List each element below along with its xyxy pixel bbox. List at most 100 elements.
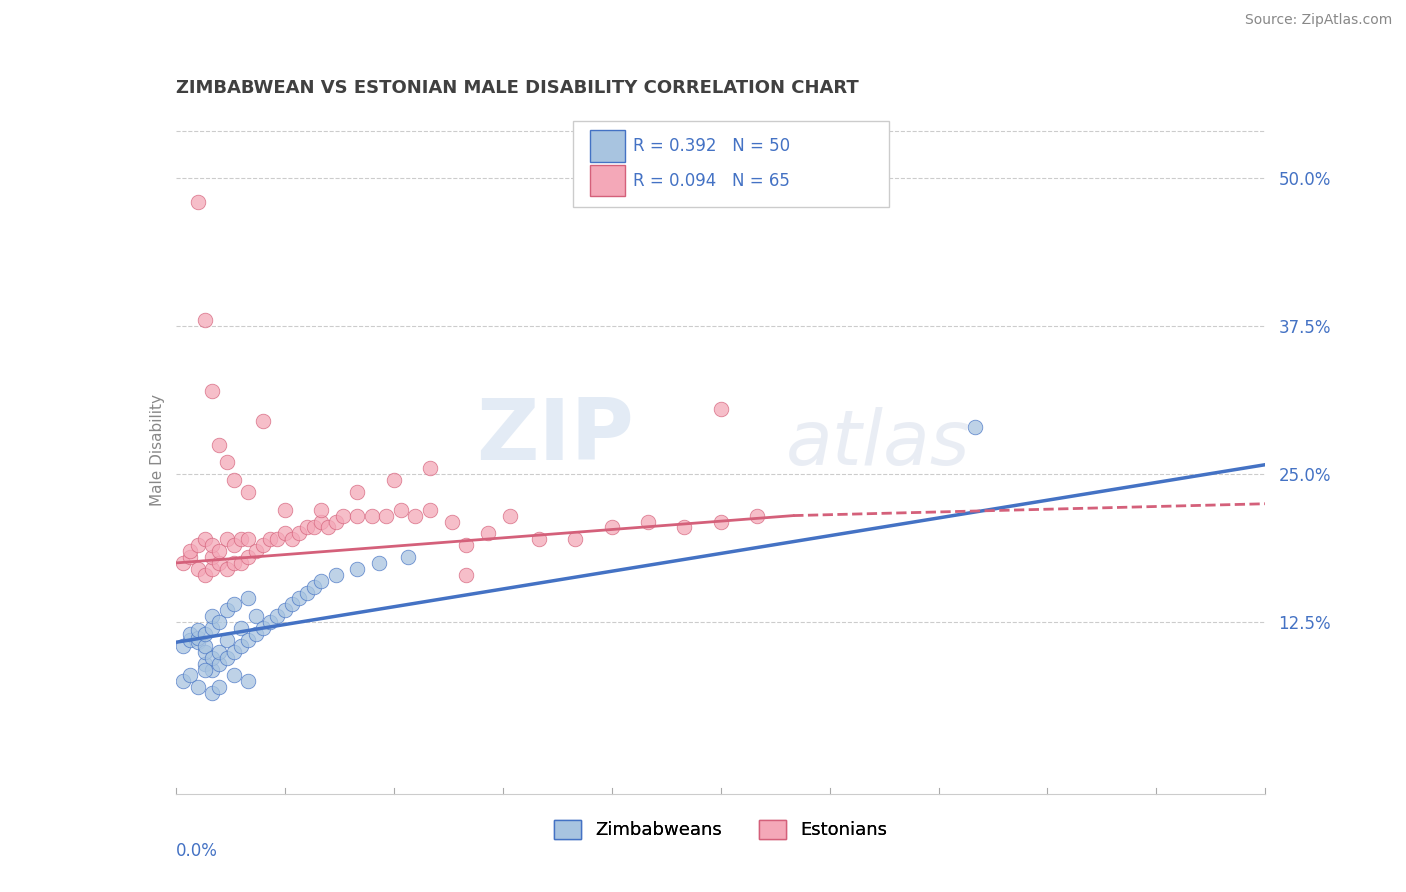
Point [346,484,368,499]
Point [238,632,260,647]
Point [215,603,238,617]
Point [302,520,325,534]
Point [179,549,201,564]
Point [346,508,368,523]
Point [201,663,224,677]
Point [477,526,499,541]
Point [252,621,274,635]
Point [186,631,209,645]
Point [172,639,194,653]
Point [231,533,253,547]
Point [231,556,253,570]
Point [309,574,332,588]
Point [172,556,194,570]
Point [325,515,347,529]
Point [259,533,281,547]
Point [194,657,217,671]
Point [238,533,260,547]
Point [208,437,231,451]
Point [325,567,347,582]
FancyBboxPatch shape [591,165,624,196]
Point [238,549,260,564]
Point [201,621,224,635]
Point [360,508,382,523]
Legend: Zimbabweans, Estonians: Zimbabweans, Estonians [547,813,894,847]
Point [208,657,231,671]
Point [194,645,217,659]
Point [375,508,398,523]
Point [186,194,209,209]
Point [245,627,267,641]
Point [215,455,238,469]
Point [215,632,238,647]
Point [201,538,224,552]
Point [281,533,304,547]
Point [222,645,245,659]
Text: R = 0.094   N = 65: R = 0.094 N = 65 [633,171,790,189]
Point [208,681,231,695]
Point [252,414,274,428]
Point [245,544,267,558]
Point [222,473,245,487]
Point [266,533,288,547]
Point [231,639,253,653]
Point [201,549,224,564]
Point [238,591,260,606]
Text: Source: ZipAtlas.com: Source: ZipAtlas.com [1244,13,1392,28]
Point [215,650,238,665]
Point [259,615,281,630]
Point [346,562,368,576]
Point [419,502,441,516]
Text: R = 0.392   N = 50: R = 0.392 N = 50 [633,137,790,155]
Point [396,549,419,564]
Point [186,681,209,695]
Point [440,515,463,529]
Point [194,567,217,582]
Point [194,627,217,641]
Point [179,632,201,647]
Point [222,556,245,570]
Point [309,515,332,529]
Point [564,533,586,547]
Point [208,556,231,570]
Point [238,674,260,689]
Point [222,598,245,612]
Point [201,650,224,665]
Point [222,668,245,682]
Point [600,520,623,534]
Point [710,515,733,529]
Point [456,538,478,552]
Point [419,461,441,475]
Point [295,585,318,599]
Point [332,508,354,523]
Point [208,544,231,558]
Point [215,562,238,576]
Point [302,580,325,594]
Point [389,502,412,516]
Y-axis label: Male Disability: Male Disability [149,394,165,507]
Point [368,556,391,570]
Point [288,591,311,606]
Point [288,526,311,541]
Point [201,686,224,700]
Point [231,621,253,635]
Point [745,508,768,523]
Point [186,624,209,638]
Point [673,520,696,534]
Point [252,538,274,552]
Point [208,615,231,630]
Point [201,384,224,399]
Point [274,502,297,516]
Point [186,562,209,576]
Point [179,668,201,682]
Point [208,645,231,659]
Point [194,533,217,547]
Point [963,419,986,434]
Point [382,473,405,487]
Point [222,538,245,552]
Point [194,663,217,677]
Point [238,484,260,499]
Point [245,609,267,624]
Point [201,562,224,576]
Text: ZIMBABWEAN VS ESTONIAN MALE DISABILITY CORRELATION CHART: ZIMBABWEAN VS ESTONIAN MALE DISABILITY C… [176,79,859,97]
